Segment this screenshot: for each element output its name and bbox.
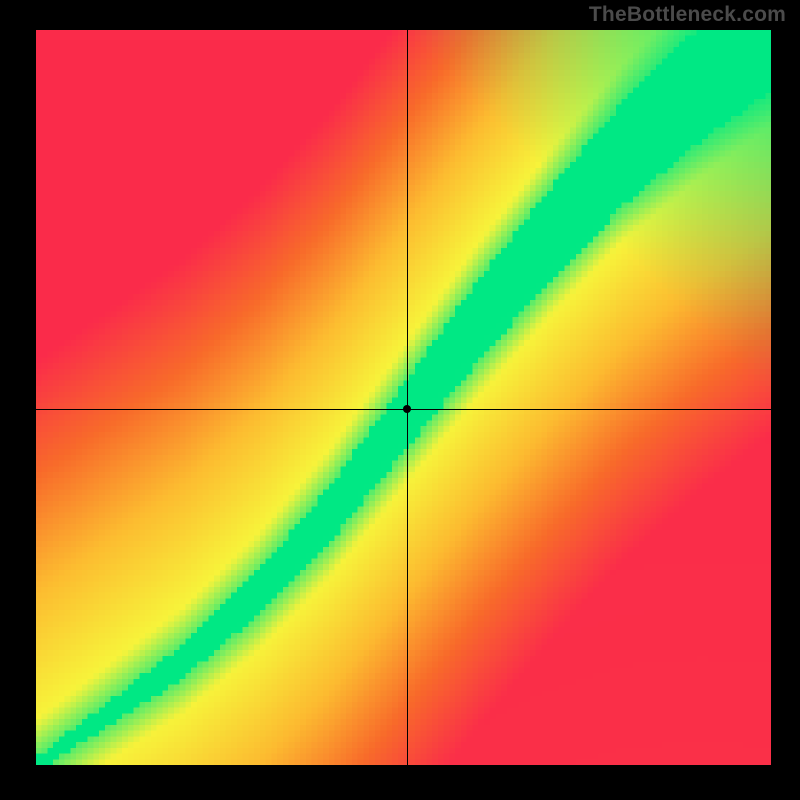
center-marker (403, 405, 411, 413)
heatmap-canvas (36, 30, 771, 765)
crosshair-vertical (407, 30, 408, 765)
chart-container: TheBottleneck.com (0, 0, 800, 800)
watermark-text: TheBottleneck.com (589, 3, 786, 27)
